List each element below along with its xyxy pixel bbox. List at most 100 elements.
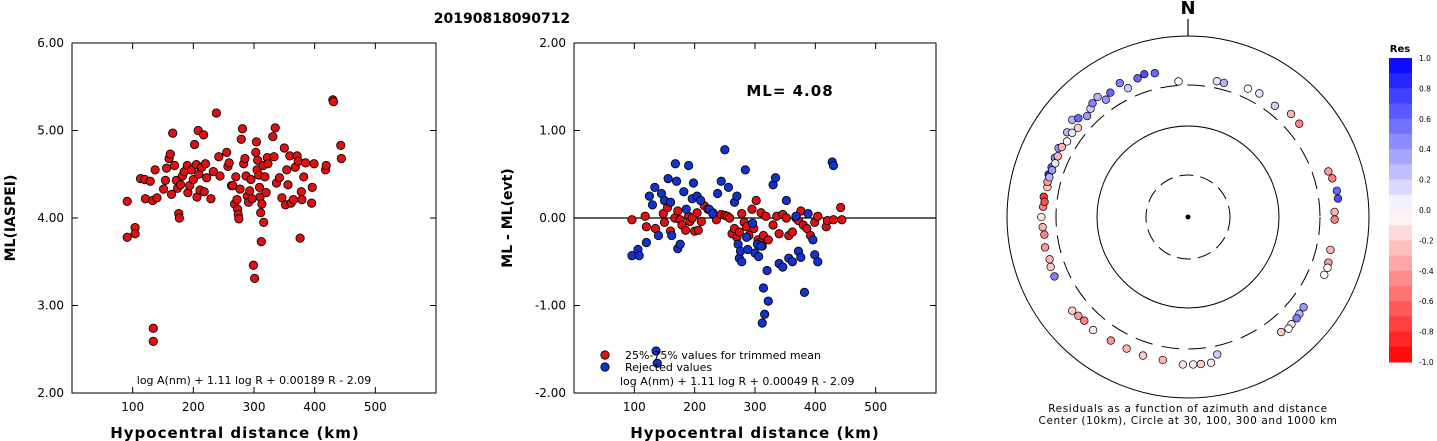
data-point (696, 216, 706, 227)
colorbar-cell (1389, 210, 1412, 226)
x-tick-label: 300 (243, 400, 266, 414)
data-point (234, 214, 244, 224)
data-point (757, 318, 767, 328)
legend-label-trimmed: 25%-75% values for trimmed mean (625, 349, 821, 362)
data-point (283, 180, 293, 190)
data-point (667, 230, 677, 241)
station-point (1255, 89, 1264, 98)
colorbar-cell (1389, 58, 1412, 74)
colorbar-cell (1389, 164, 1412, 181)
station-point (1038, 223, 1047, 232)
data-point (307, 198, 317, 208)
colorbar-cell (1389, 225, 1412, 241)
data-point (228, 181, 238, 191)
plot1-points (122, 95, 346, 346)
data-point (679, 187, 689, 197)
x-tick-label: 100 (121, 400, 144, 414)
legend-label-rejected: Rejected values (625, 361, 712, 374)
data-point (647, 200, 658, 210)
data-point (725, 213, 735, 223)
data-point (673, 206, 683, 216)
station-point (1068, 306, 1077, 315)
data-point (328, 97, 339, 107)
data-point (671, 176, 682, 186)
colorbar-cell (1389, 73, 1412, 89)
legend-marker-trimmed (600, 350, 610, 360)
colorbar-cell (1389, 179, 1412, 196)
data-point (336, 140, 346, 150)
data-point (309, 159, 319, 169)
station-point (1243, 84, 1253, 93)
y-tick-label: -1.00 (535, 299, 566, 313)
station-point (1106, 88, 1115, 97)
data-point (208, 167, 218, 177)
station-point (1068, 128, 1077, 137)
colorbar-cell (1389, 194, 1412, 211)
data-point (720, 145, 730, 155)
colorbar-cell (1389, 331, 1412, 348)
data-point (199, 130, 209, 140)
station-point (1189, 360, 1198, 369)
x-tick-label: 200 (182, 400, 205, 414)
data-point (837, 215, 847, 225)
data-point (665, 197, 676, 207)
epicenter-dot (1185, 214, 1191, 220)
data-point (250, 273, 260, 283)
azimuth-caption-line1: Residuals as a function of azimuth and d… (1048, 403, 1328, 415)
data-point (254, 182, 265, 192)
data-point (650, 182, 660, 192)
data-point (756, 241, 766, 251)
colorbar-cell (1389, 346, 1412, 363)
data-point (770, 173, 781, 183)
data-point (681, 204, 691, 214)
data-point (145, 176, 155, 186)
plot2-formula: log A(nm) + 1.11 log R + 0.00049 R - 2.0… (620, 375, 854, 388)
y-tick-label: 3.00 (37, 299, 64, 313)
station-point (1040, 230, 1049, 239)
data-point (774, 229, 784, 239)
data-point (747, 218, 758, 228)
data-point (224, 158, 234, 168)
colorbar-tick-label: 0.6 (1419, 115, 1431, 124)
station-point (1206, 358, 1216, 367)
colorbar-cell (1389, 301, 1412, 317)
data-point (299, 172, 309, 182)
station-point (1286, 109, 1296, 119)
data-point (268, 132, 278, 142)
plot1-frame (71, 42, 437, 394)
colorbar-cell (1389, 103, 1412, 120)
data-point (206, 194, 216, 204)
data-point (760, 309, 770, 319)
data-point (796, 252, 806, 262)
data-point (781, 213, 791, 223)
station-point (1333, 194, 1343, 203)
data-point (828, 215, 839, 225)
data-point (274, 173, 285, 183)
data-point (222, 147, 232, 157)
station-point (1082, 111, 1092, 121)
colorbar-cell (1389, 118, 1412, 135)
colorbar-tick-label: 0.8 (1419, 84, 1431, 93)
data-point (828, 160, 839, 171)
data-point (231, 172, 241, 182)
station-point (1045, 255, 1054, 264)
data-point (263, 159, 273, 169)
colorbar-tick-label: 0.4 (1419, 145, 1431, 154)
data-point (259, 217, 269, 227)
y-tick-label: 2.00 (539, 36, 566, 50)
data-point (737, 209, 747, 219)
data-point (270, 123, 280, 133)
data-point (245, 186, 255, 196)
colorbar-tick-label: -0.8 (1419, 328, 1434, 337)
data-point (148, 323, 158, 333)
data-point (651, 346, 661, 356)
ring-100km (1096, 125, 1280, 309)
data-point (743, 244, 753, 255)
data-point (260, 172, 270, 182)
data-point (240, 153, 250, 164)
data-point (162, 163, 172, 173)
y-tick-label: 4.00 (37, 211, 64, 225)
data-point (813, 257, 823, 267)
plot2-legend: 25%-75% values for trimmed mean Rejected… (600, 349, 821, 374)
plot1-formula: log A(nm) + 1.11 log R + 0.00189 R - 2.0… (137, 374, 371, 387)
